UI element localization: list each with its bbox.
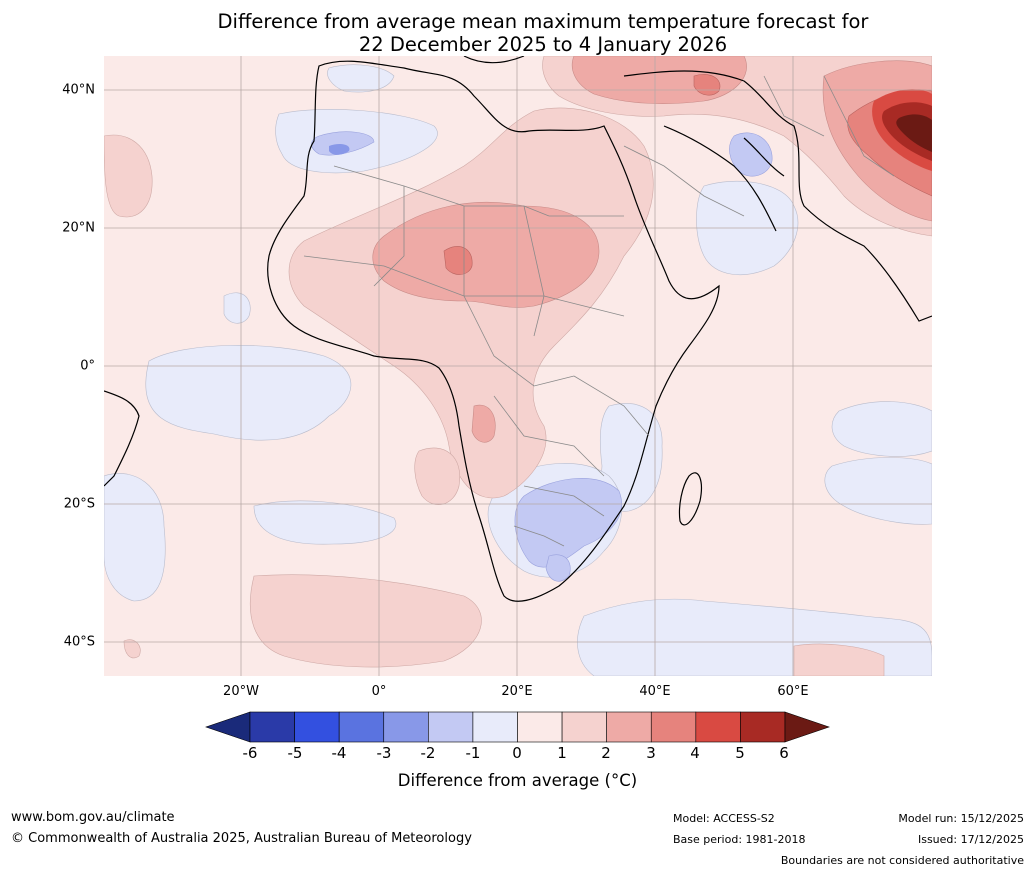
colorbar-segment bbox=[383, 711, 429, 743]
anomaly-above-5-regions bbox=[882, 102, 932, 161]
colorbar-segment bbox=[606, 711, 652, 743]
colorbar-segment bbox=[472, 711, 518, 743]
chart-title: Difference from average mean maximum tem… bbox=[104, 10, 982, 56]
south-atlantic-cool bbox=[253, 500, 397, 545]
sahel-warm bbox=[372, 201, 600, 308]
lon-label-0: 0° bbox=[371, 684, 387, 699]
atlantic-north-warm bbox=[104, 134, 153, 218]
south-africa-cool bbox=[545, 554, 571, 582]
south-atlantic-small-warm bbox=[123, 639, 141, 659]
footer-issued: Issued: 17/12/2025 bbox=[917, 833, 1024, 846]
colorbar-tick: 6 bbox=[779, 744, 789, 762]
colorbar-tick: -1 bbox=[465, 744, 481, 762]
mediterranean-cool bbox=[327, 64, 395, 93]
colorbar-tick: 4 bbox=[690, 744, 700, 762]
asia-coastline bbox=[623, 70, 932, 322]
south-america-coastline bbox=[104, 390, 140, 487]
south-atlantic-warm bbox=[249, 574, 482, 668]
colorbar-segment bbox=[561, 711, 607, 743]
indian-ocean-south-cool bbox=[824, 457, 932, 525]
footer-copyright: © Commonwealth of Australia 2025, Austra… bbox=[11, 831, 472, 846]
colorbar-tick: 5 bbox=[735, 744, 745, 762]
lat-label-0: 0° bbox=[80, 358, 95, 374]
footer-model-run: Model run: 15/12/2025 bbox=[898, 812, 1024, 825]
atlas-cold-core bbox=[329, 143, 350, 155]
south-atlantic-west-cool bbox=[104, 473, 166, 602]
title-line-1: Difference from average mean maximum tem… bbox=[217, 10, 869, 33]
footer-base-period: Base period: 1981-2018 bbox=[673, 833, 806, 846]
iran-extreme-hot bbox=[896, 114, 932, 152]
lon-label-60e: 60°E bbox=[777, 684, 809, 699]
colorbar-segment bbox=[249, 711, 295, 743]
colorbar bbox=[205, 711, 830, 743]
colorbar-tick: -5 bbox=[287, 744, 303, 762]
lat-label-20n: 20°N bbox=[62, 220, 95, 236]
lon-label-20e: 20°E bbox=[501, 684, 533, 699]
angola-warm bbox=[414, 447, 461, 505]
colorbar-tick: -2 bbox=[420, 744, 436, 762]
europe-coastline bbox=[463, 56, 525, 64]
map-canvas bbox=[104, 56, 932, 676]
red-sea-coast bbox=[663, 125, 777, 232]
congo-warm bbox=[471, 404, 496, 443]
west-africa-coast-cool bbox=[223, 292, 251, 324]
colorbar-segment bbox=[294, 711, 340, 743]
colorbar-segment bbox=[338, 711, 385, 743]
mozambique-cool bbox=[514, 477, 622, 568]
colorbar-tick: 0 bbox=[512, 744, 522, 762]
colorbar-segment bbox=[695, 711, 741, 743]
colorbar-extend-low bbox=[205, 711, 251, 743]
colorbar-segment bbox=[650, 711, 697, 743]
colorbar-tick: 3 bbox=[646, 744, 656, 762]
colorbar-tick: 2 bbox=[601, 744, 611, 762]
colorbar-extend-high bbox=[784, 711, 830, 743]
footer-model: Model: ACCESS-S2 bbox=[673, 812, 775, 825]
central-africa-warm bbox=[288, 107, 654, 499]
colorbar-segment bbox=[740, 711, 786, 743]
colorbar-tick: -6 bbox=[242, 744, 258, 762]
title-line-2: 22 December 2025 to 4 January 2026 bbox=[358, 33, 728, 56]
colorbar-tick: 1 bbox=[557, 744, 567, 762]
country-borders bbox=[303, 75, 895, 547]
lon-label-20w: 20°W bbox=[223, 684, 259, 699]
colorbar-segment bbox=[428, 711, 474, 743]
colorbar-tick: -4 bbox=[331, 744, 347, 762]
coastlines bbox=[104, 56, 932, 602]
colorbar-label: Difference from average (°C) bbox=[397, 771, 638, 790]
arabia-cool bbox=[729, 132, 773, 177]
africa-coastline bbox=[267, 60, 720, 602]
graticule bbox=[104, 56, 932, 676]
lat-label-40n: 40°N bbox=[62, 82, 95, 98]
anomaly-minus2-minus1-regions bbox=[311, 131, 773, 582]
atlantic-equatorial-cool bbox=[145, 345, 352, 441]
forecast-map bbox=[104, 56, 932, 676]
colorbar-tick: -3 bbox=[376, 744, 392, 762]
lat-label-20s: 20°S bbox=[63, 496, 95, 512]
lon-label-40e: 40°E bbox=[639, 684, 671, 699]
lat-label-40s: 40°S bbox=[63, 634, 95, 650]
madagascar-coastline bbox=[678, 472, 702, 526]
colorbar-segment bbox=[517, 711, 563, 743]
footer-disclaimer: Boundaries are not considered authoritat… bbox=[780, 854, 1024, 867]
niger-warm-core bbox=[443, 246, 473, 275]
indian-ocean-east-cool bbox=[831, 401, 932, 457]
southern-ocean-warm bbox=[793, 643, 885, 676]
gulf-coast bbox=[743, 137, 785, 177]
footer-website: www.bom.gov.au/climate bbox=[11, 810, 175, 825]
anomaly-minus3-minus2-regions bbox=[329, 143, 350, 155]
